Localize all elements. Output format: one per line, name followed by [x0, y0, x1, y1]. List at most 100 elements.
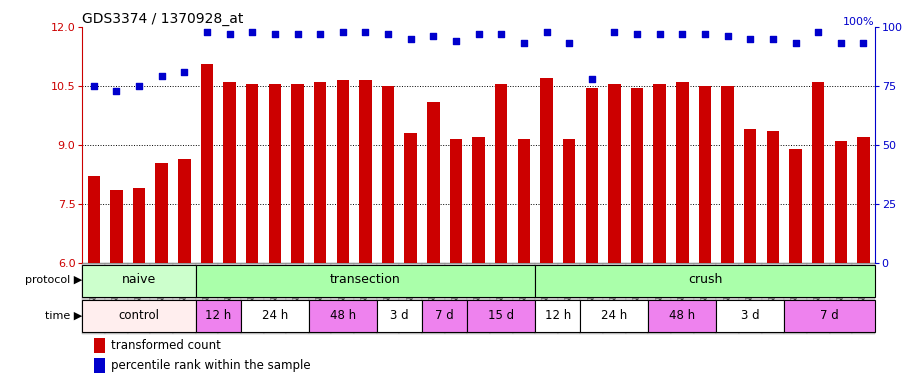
Bar — [196, 263, 218, 334]
Bar — [399, 263, 422, 334]
Bar — [405, 133, 417, 263]
Point — [584, 76, 599, 82]
Point — [698, 31, 713, 37]
Bar — [156, 163, 168, 263]
Bar — [264, 263, 286, 334]
Bar — [105, 263, 127, 334]
Bar — [671, 263, 693, 334]
Bar — [336, 80, 349, 263]
Point — [154, 73, 169, 79]
Bar — [309, 263, 332, 334]
Text: crush: crush — [688, 273, 722, 286]
Point — [86, 83, 101, 89]
Point — [517, 40, 531, 46]
Point — [290, 31, 305, 37]
Text: 48 h: 48 h — [670, 309, 695, 322]
Point — [834, 40, 848, 46]
Bar — [133, 188, 146, 263]
Bar — [246, 84, 258, 263]
Bar — [558, 263, 581, 334]
Bar — [94, 358, 105, 373]
Bar — [427, 102, 440, 263]
Bar — [444, 263, 467, 334]
Bar — [94, 338, 105, 353]
Bar — [518, 139, 530, 263]
Text: time ▶: time ▶ — [45, 310, 82, 320]
Bar — [852, 263, 875, 334]
Point — [381, 31, 396, 37]
Bar — [422, 263, 444, 334]
Text: 7 d: 7 d — [435, 309, 454, 322]
Bar — [201, 64, 213, 263]
Bar — [314, 82, 326, 263]
Bar — [649, 263, 671, 334]
Bar — [218, 263, 241, 334]
Text: 100%: 100% — [843, 17, 875, 27]
Text: 24 h: 24 h — [262, 309, 288, 322]
Bar — [716, 300, 784, 332]
Bar — [173, 263, 196, 334]
Bar — [784, 300, 875, 332]
Bar — [693, 263, 716, 334]
Bar — [581, 300, 649, 332]
Bar — [699, 86, 711, 263]
Point — [358, 28, 373, 35]
Point — [335, 28, 350, 35]
Point — [675, 31, 690, 37]
Bar — [495, 84, 507, 263]
Bar — [309, 300, 376, 332]
Bar — [127, 263, 150, 334]
Bar — [82, 300, 196, 332]
Point — [449, 38, 463, 44]
Point — [471, 31, 485, 37]
Point — [766, 36, 780, 42]
Bar — [744, 129, 757, 263]
Bar — [450, 139, 463, 263]
Point — [540, 28, 554, 35]
Bar — [224, 82, 235, 263]
Bar — [196, 265, 535, 296]
Text: percentile rank within the sample: percentile rank within the sample — [111, 359, 311, 372]
Bar — [739, 263, 761, 334]
Text: transection: transection — [330, 273, 401, 286]
Text: transformed count: transformed count — [111, 339, 221, 352]
Point — [788, 40, 802, 46]
Text: 7 d: 7 d — [820, 309, 839, 322]
Point — [607, 28, 622, 35]
Bar — [563, 139, 575, 263]
Point — [494, 31, 508, 37]
Bar — [88, 176, 100, 263]
Bar — [767, 131, 780, 263]
Bar — [359, 80, 372, 263]
Point — [177, 69, 191, 75]
Text: 48 h: 48 h — [330, 309, 355, 322]
Point — [267, 31, 282, 37]
Bar — [490, 263, 513, 334]
Bar — [857, 137, 869, 263]
Bar — [268, 84, 281, 263]
Bar — [376, 263, 399, 334]
Point — [223, 31, 237, 37]
Point — [652, 31, 667, 37]
Text: control: control — [118, 309, 159, 322]
Text: 15 d: 15 d — [488, 309, 514, 322]
Bar — [467, 263, 490, 334]
Point — [426, 33, 441, 40]
Point — [629, 31, 644, 37]
Bar — [540, 78, 552, 263]
Bar — [241, 300, 309, 332]
Bar — [332, 263, 354, 334]
Point — [403, 36, 418, 42]
Text: 12 h: 12 h — [205, 309, 232, 322]
Bar — [608, 84, 621, 263]
Point — [743, 36, 758, 42]
Point — [562, 40, 576, 46]
Bar — [535, 263, 558, 334]
Text: 3 d: 3 d — [741, 309, 759, 322]
Bar — [676, 82, 689, 263]
Text: 24 h: 24 h — [601, 309, 627, 322]
Bar — [603, 263, 626, 334]
Bar — [178, 159, 191, 263]
Point — [856, 40, 871, 46]
Bar — [807, 263, 830, 334]
